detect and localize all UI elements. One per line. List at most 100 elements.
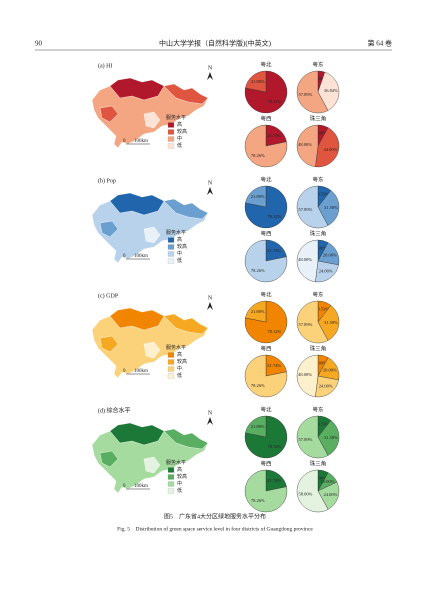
pie-title: 粤西 bbox=[260, 459, 272, 467]
scale-zero: 0 bbox=[123, 139, 126, 144]
pie-slice bbox=[317, 481, 340, 510]
pie-title: 粤西 bbox=[260, 229, 272, 237]
pie-value-label: 48.00% bbox=[298, 257, 312, 262]
pie-value-label: 20.00% bbox=[323, 367, 337, 372]
legend-swatch bbox=[167, 122, 175, 128]
legend-label: 中 bbox=[177, 135, 182, 142]
pie-slice bbox=[315, 127, 340, 168]
pie-value-label: 78.12% bbox=[267, 444, 281, 449]
north-label: N bbox=[208, 295, 213, 301]
map bbox=[91, 307, 209, 379]
pie-value-label: 21.74% bbox=[267, 133, 281, 138]
pie-slice bbox=[296, 469, 329, 513]
page-number: 90 bbox=[35, 40, 43, 48]
pie-value-label: 5.26% bbox=[314, 76, 326, 81]
pie-value-label: 8.00% bbox=[315, 130, 327, 135]
legend-swatch bbox=[167, 352, 175, 358]
legend-label: 较高 bbox=[177, 358, 187, 365]
legend-label: 中 bbox=[177, 480, 182, 487]
pie-title: 粤西 bbox=[260, 114, 272, 122]
pie-title: 粤东 bbox=[312, 60, 324, 68]
pie-slice bbox=[244, 354, 288, 398]
pie-slice bbox=[244, 469, 288, 513]
map bbox=[91, 422, 209, 494]
pie-slice bbox=[244, 124, 288, 168]
pie-slice bbox=[296, 300, 329, 344]
pie-slice bbox=[296, 415, 329, 459]
pie-value-label: 8.00% bbox=[315, 245, 327, 250]
legend-swatch bbox=[167, 359, 175, 365]
legend-label: 高 bbox=[177, 466, 182, 473]
legend-label: 高 bbox=[177, 351, 182, 358]
map bbox=[91, 77, 209, 149]
map-region bbox=[99, 450, 119, 468]
pie-slice bbox=[296, 70, 329, 114]
pie-title: 珠三角 bbox=[310, 344, 327, 352]
north-arrow bbox=[207, 187, 213, 195]
legend-label: 低 bbox=[177, 257, 182, 264]
legend-label: 高 bbox=[177, 121, 182, 128]
legend-swatch bbox=[167, 366, 175, 372]
pie-slice bbox=[296, 185, 329, 229]
pie-value-label: 20.00% bbox=[323, 252, 337, 257]
legend-swatch bbox=[167, 373, 175, 379]
scale-zero: 0 bbox=[123, 484, 126, 489]
pie-slice bbox=[317, 305, 340, 341]
pie-value-label: 57.89% bbox=[298, 207, 312, 212]
panel-label: (a) HI bbox=[98, 62, 113, 69]
legend-swatch bbox=[167, 258, 175, 264]
pie-slice bbox=[315, 260, 339, 283]
pie-title: 粤东 bbox=[312, 175, 324, 183]
map-region bbox=[143, 111, 161, 129]
pie-value-label: 21.88% bbox=[251, 309, 265, 314]
pie-slice bbox=[244, 415, 288, 459]
pie-value-label: 57.89% bbox=[298, 322, 312, 327]
pie-value-label: 78.12% bbox=[267, 99, 281, 104]
map bbox=[91, 192, 209, 264]
legend-swatch bbox=[167, 129, 175, 135]
pie-value-label: 78.12% bbox=[267, 214, 281, 219]
pie-title: 粤北 bbox=[260, 405, 272, 413]
legend-title: 服务水平 bbox=[166, 459, 186, 466]
panel-label: (d) 综合水平 bbox=[98, 406, 131, 414]
pie-slice bbox=[245, 300, 267, 323]
pie-value-label: 8.00% bbox=[315, 360, 327, 365]
pie-value-label: 31.58% bbox=[324, 205, 338, 210]
pie-slice bbox=[296, 239, 319, 283]
legend-swatch bbox=[167, 488, 175, 494]
volume: 第 64 卷 bbox=[368, 39, 393, 48]
north-label: N bbox=[208, 65, 213, 71]
pie-title: 珠三角 bbox=[310, 459, 327, 467]
legend-label: 较高 bbox=[177, 128, 187, 135]
pie-title: 粤东 bbox=[312, 405, 324, 413]
north-arrow bbox=[207, 302, 213, 310]
legend-swatch bbox=[167, 237, 175, 243]
pie-value-label: 21.88% bbox=[251, 79, 265, 84]
map-region bbox=[163, 313, 209, 335]
pie-value-label: 21.74% bbox=[267, 478, 281, 483]
panel-label: (c) GDP bbox=[98, 292, 119, 299]
pie-value-label: 48.00% bbox=[298, 142, 312, 147]
map-region bbox=[143, 226, 161, 244]
legend-swatch bbox=[167, 474, 175, 480]
map-region bbox=[163, 198, 209, 220]
legend-label: 低 bbox=[177, 372, 182, 379]
pie-title: 粤西 bbox=[260, 344, 272, 352]
pie-value-label: 78.12% bbox=[267, 329, 281, 334]
pie-slice bbox=[317, 420, 340, 456]
map-region bbox=[143, 341, 161, 359]
scale-end: 100km bbox=[134, 254, 148, 259]
map-region bbox=[163, 83, 209, 105]
pie-value-label: 48.00% bbox=[298, 372, 312, 377]
legend-label: 较高 bbox=[177, 243, 187, 250]
scale-end: 100km bbox=[134, 484, 148, 489]
pie-value-label: 10.00% bbox=[321, 479, 335, 484]
pie-value-label: 44.00% bbox=[323, 147, 337, 152]
scale-zero: 0 bbox=[123, 254, 126, 259]
pie-slice bbox=[244, 239, 288, 283]
pie-value-label: 78.26% bbox=[251, 268, 265, 273]
legend-swatch bbox=[167, 481, 175, 487]
